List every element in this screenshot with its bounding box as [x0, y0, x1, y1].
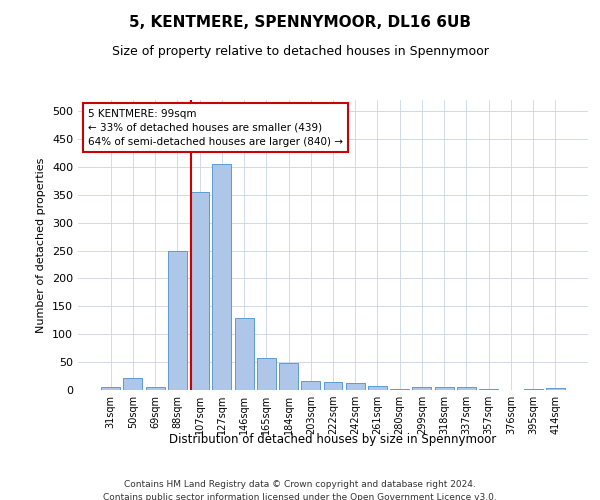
- Bar: [346, 383, 365, 390]
- Bar: [124, 378, 142, 390]
- Bar: [546, 388, 565, 390]
- Text: 5 KENTMERE: 99sqm
← 33% of detached houses are smaller (439)
64% of semi-detache: 5 KENTMERE: 99sqm ← 33% of detached hous…: [88, 108, 343, 146]
- Bar: [368, 386, 387, 390]
- Bar: [212, 164, 231, 390]
- Bar: [323, 382, 343, 390]
- Text: 5, KENTMERE, SPENNYMOOR, DL16 6UB: 5, KENTMERE, SPENNYMOOR, DL16 6UB: [129, 15, 471, 30]
- Text: Contains public sector information licensed under the Open Government Licence v3: Contains public sector information licen…: [103, 492, 497, 500]
- Text: Distribution of detached houses by size in Spennymoor: Distribution of detached houses by size …: [169, 432, 497, 446]
- Bar: [235, 318, 254, 390]
- Text: Contains HM Land Registry data © Crown copyright and database right 2024.: Contains HM Land Registry data © Crown c…: [124, 480, 476, 489]
- Y-axis label: Number of detached properties: Number of detached properties: [37, 158, 46, 332]
- Text: Size of property relative to detached houses in Spennymoor: Size of property relative to detached ho…: [112, 45, 488, 58]
- Bar: [168, 250, 187, 390]
- Bar: [301, 380, 320, 390]
- Bar: [390, 389, 409, 390]
- Bar: [279, 362, 298, 390]
- Bar: [101, 387, 120, 390]
- Bar: [257, 358, 276, 390]
- Bar: [457, 387, 476, 390]
- Bar: [412, 387, 431, 390]
- Bar: [435, 387, 454, 390]
- Bar: [190, 192, 209, 390]
- Bar: [146, 387, 164, 390]
